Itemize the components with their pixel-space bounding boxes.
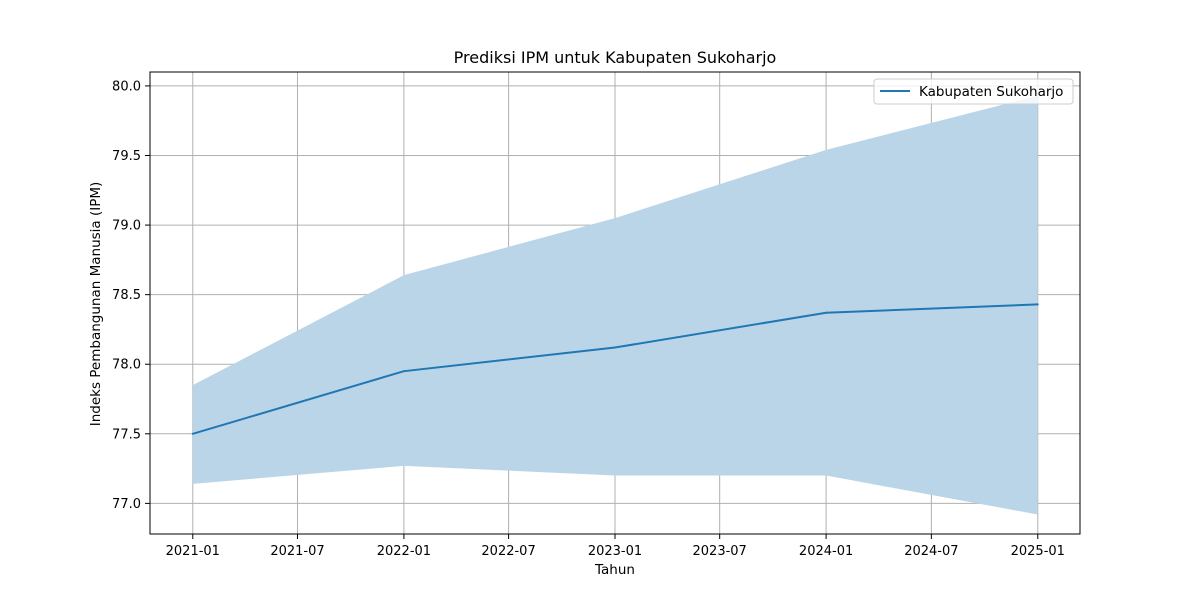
x-tick-label: 2021-01 bbox=[166, 544, 220, 559]
x-tick-label: 2025-01 bbox=[1011, 544, 1065, 559]
data-point bbox=[1036, 303, 1039, 306]
x-tick-label: 2022-01 bbox=[377, 544, 431, 559]
data-point bbox=[402, 370, 405, 373]
data-point bbox=[825, 311, 828, 314]
x-axis-label: Tahun bbox=[594, 562, 635, 578]
y-axis-label: Indeks Pembangunan Manusia (IPM) bbox=[88, 182, 104, 427]
x-tick-label: 2021-07 bbox=[270, 544, 324, 559]
x-tick-label: 2023-01 bbox=[588, 544, 642, 559]
y-tick-label: 78.5 bbox=[112, 288, 141, 303]
x-tick-label: 2023-07 bbox=[693, 544, 747, 559]
y-tick-label: 78.0 bbox=[112, 358, 141, 373]
y-tick-label: 79.5 bbox=[112, 149, 141, 164]
confidence-bands bbox=[192, 95, 1038, 515]
x-tick-label: 2024-01 bbox=[799, 544, 853, 559]
y-tick-label: 77.5 bbox=[112, 427, 141, 442]
y-tick-label: 79.0 bbox=[112, 219, 141, 234]
chart-title: Prediksi IPM untuk Kabupaten Sukoharjo bbox=[454, 48, 777, 67]
x-tick-label: 2022-07 bbox=[481, 544, 535, 559]
legend-frame bbox=[873, 78, 1074, 105]
confidence-band bbox=[192, 95, 1038, 515]
series-lines bbox=[191, 303, 1039, 435]
x-axis-ticks: 2021-01 2021-07 2022-01 2022-07 2023-01 2023-… bbox=[166, 534, 1065, 559]
data-point bbox=[191, 432, 194, 435]
data-point bbox=[614, 346, 616, 349]
legend-label: Kabupaten Sukoharjo bbox=[919, 84, 1063, 100]
legend: Kabupaten Sukoharjo bbox=[873, 78, 1074, 105]
y-tick-label: 80.0 bbox=[112, 79, 141, 94]
x-tick-label: 2024-07 bbox=[904, 544, 958, 559]
y-tick-label: 77.0 bbox=[112, 497, 141, 512]
y-axis-ticks: 77.0 77.5 78.0 78.5 79.0 79.5 80.0 bbox=[112, 79, 150, 512]
